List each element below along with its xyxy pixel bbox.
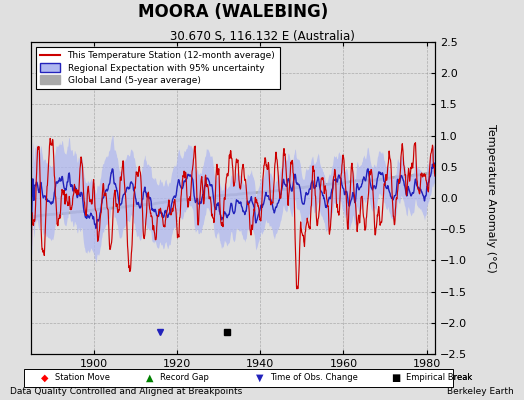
Text: Data Quality Controlled and Aligned at Breakpoints: Data Quality Controlled and Aligned at B…	[10, 387, 243, 396]
Text: ■: ■	[391, 373, 400, 383]
Text: Berkeley Earth: Berkeley Earth	[447, 387, 514, 396]
Text: ▼: ▼	[256, 373, 263, 383]
Title: MOORA (WALEBING): MOORA (WALEBING)	[138, 3, 329, 21]
Text: Record Gap: Record Gap	[160, 374, 209, 382]
Legend: This Temperature Station (12-month average), Regional Expectation with 95% uncer: This Temperature Station (12-month avera…	[36, 46, 280, 89]
Text: Station Move: Station Move	[55, 374, 110, 382]
Text: ▲: ▲	[146, 373, 153, 383]
Text: ◆: ◆	[41, 373, 48, 383]
Text: Empirical Break: Empirical Break	[406, 374, 472, 382]
Text: ▼: ▼	[256, 373, 263, 383]
Text: Station Move: Station Move	[55, 374, 110, 382]
Text: Time of Obs. Change: Time of Obs. Change	[270, 374, 358, 382]
Text: Time of Obs. Change: Time of Obs. Change	[270, 374, 358, 382]
Y-axis label: Temperature Anomaly (°C): Temperature Anomaly (°C)	[486, 124, 496, 272]
Text: 30.670 S, 116.132 E (Australia): 30.670 S, 116.132 E (Australia)	[170, 30, 354, 43]
Text: ■: ■	[391, 373, 400, 383]
Text: Empirical Break: Empirical Break	[406, 374, 472, 382]
Text: Record Gap: Record Gap	[160, 374, 209, 382]
Text: ▲: ▲	[146, 373, 153, 383]
Text: ◆: ◆	[41, 373, 48, 383]
